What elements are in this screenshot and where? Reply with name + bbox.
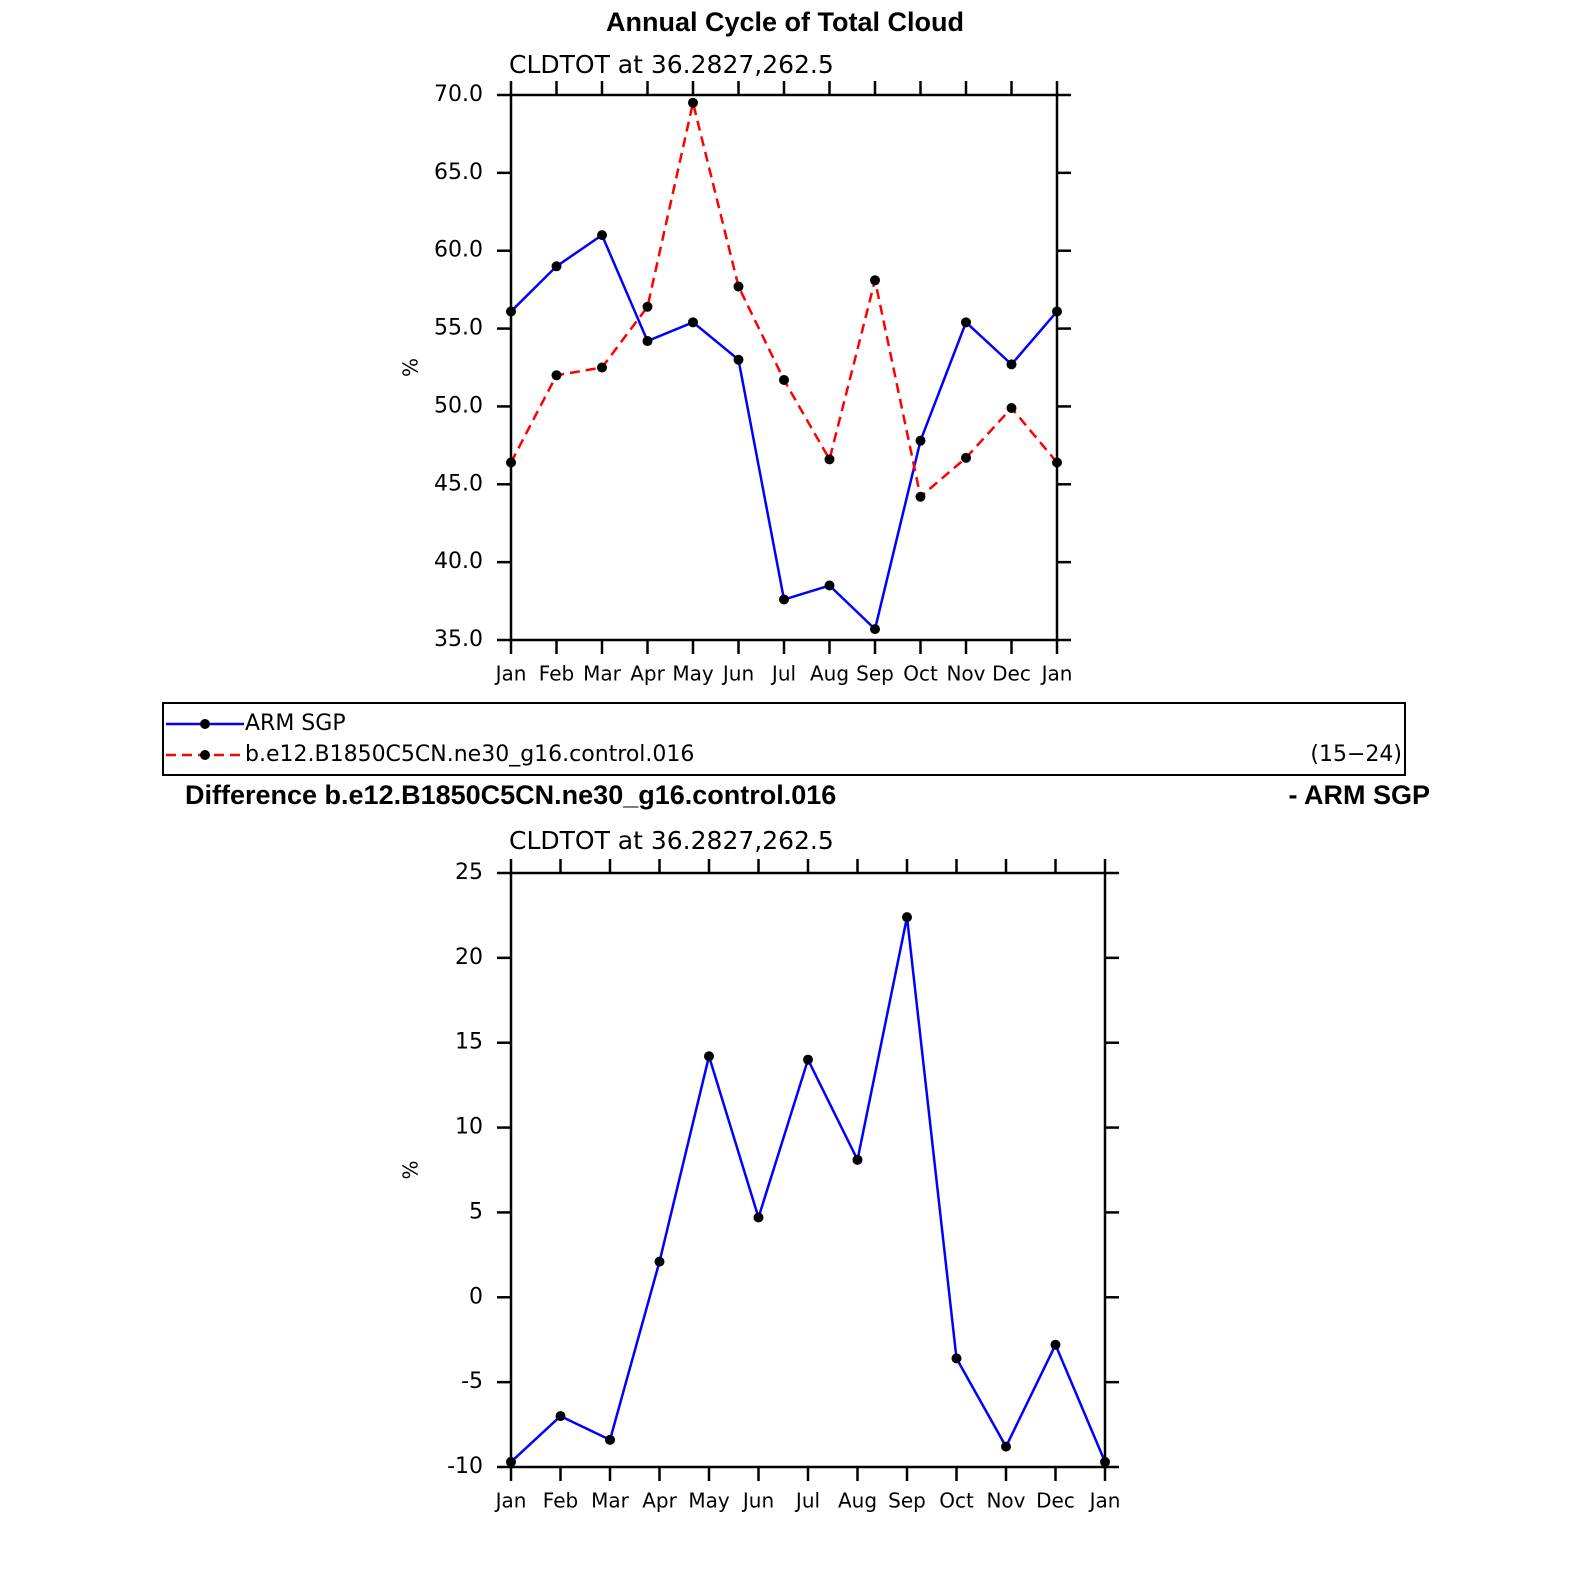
y-tick-label: 70.0 (434, 82, 483, 107)
x-tick-label: Nov (946, 662, 985, 686)
marker (961, 317, 971, 328)
marker (506, 1456, 516, 1467)
marker (642, 336, 653, 347)
y-tick-label: 60.0 (434, 238, 483, 263)
x-tick-label: Jan (494, 1489, 527, 1513)
x-tick-label: Sep (888, 1489, 926, 1513)
marker (1100, 1456, 1110, 1467)
x-tick-label: Mar (583, 662, 622, 686)
marker (824, 580, 835, 591)
marker (779, 374, 789, 385)
marker (551, 261, 562, 272)
y-tick-label: 20 (455, 945, 483, 970)
y-tick-label: 15 (455, 1030, 483, 1055)
x-tick-label: Jan (1088, 1489, 1121, 1513)
y-tick-label: 0 (469, 1284, 483, 1309)
marker (779, 594, 789, 605)
x-tick-label: Feb (539, 662, 574, 686)
legend-box (162, 702, 1406, 776)
x-tick-label: Apr (642, 1489, 677, 1513)
chart-subtitle: CLDTOT at 36.2827,262.5 (509, 826, 834, 855)
x-tick-label: Oct (903, 662, 938, 686)
marker (1006, 402, 1017, 413)
legend-label: ARM SGP (245, 711, 346, 736)
marker (1052, 306, 1062, 317)
marker (1050, 1339, 1061, 1350)
y-tick-label: -10 (447, 1454, 483, 1479)
chart-title: Annual Cycle of Total Cloud (606, 7, 964, 37)
x-tick-label: Aug (810, 662, 849, 686)
y-tick-label: 40.0 (434, 549, 483, 574)
x-tick-label: Jul (794, 1489, 820, 1513)
y-tick-label: 65.0 (434, 160, 483, 185)
marker (642, 301, 653, 312)
marker (506, 306, 516, 317)
y-tick-label: 45.0 (434, 471, 483, 496)
x-tick-label: May (672, 662, 714, 686)
x-tick-label: Sep (856, 662, 894, 686)
legend-note: (15−24) (1310, 742, 1402, 767)
y-tick-label: 35.0 (434, 627, 483, 652)
marker (902, 912, 912, 923)
marker (555, 1411, 566, 1422)
x-tick-label: Jul (770, 662, 796, 686)
marker (824, 454, 835, 465)
marker (870, 624, 880, 635)
y-axis-label: % (399, 1160, 423, 1179)
x-tick-label: Feb (543, 1489, 578, 1513)
x-tick-label: May (688, 1489, 730, 1513)
marker (915, 435, 926, 446)
marker (688, 97, 698, 108)
y-tick-label: 55.0 (434, 316, 483, 341)
x-tick-label: Jan (1040, 662, 1073, 686)
y-tick-label: 50.0 (434, 393, 483, 418)
marker (654, 1256, 665, 1267)
x-tick-label: Jan (494, 662, 527, 686)
marker (597, 362, 607, 373)
x-tick-label: Dec (1036, 1489, 1075, 1513)
marker (1006, 359, 1017, 370)
x-tick-label: Aug (838, 1489, 877, 1513)
y-tick-label: 5 (469, 1199, 483, 1224)
chart-title: Difference b.e12.B1850C5CN.ne30_g16.cont… (185, 780, 836, 810)
y-tick-label: -5 (461, 1369, 483, 1394)
y-axis-label: % (399, 358, 423, 377)
marker (704, 1051, 714, 1062)
x-tick-label: Mar (591, 1489, 630, 1513)
marker (753, 1212, 764, 1223)
x-tick-label: Jun (721, 662, 754, 686)
plot-frame (509, 871, 1107, 1469)
marker (915, 491, 926, 502)
x-tick-label: Oct (939, 1489, 974, 1513)
marker (870, 275, 880, 286)
marker (597, 230, 607, 241)
chart-title-right: - ARM SGP (1289, 780, 1431, 810)
marker (951, 1353, 962, 1364)
marker (506, 457, 516, 468)
marker (605, 1434, 615, 1445)
x-tick-label: Jun (741, 1489, 774, 1513)
legend-marker (200, 750, 210, 760)
marker (803, 1054, 813, 1065)
chart-subtitle: CLDTOT at 36.2827,262.5 (509, 50, 834, 79)
marker (551, 370, 562, 381)
marker (961, 452, 971, 463)
marker (1052, 457, 1062, 468)
marker (733, 354, 744, 365)
x-tick-label: Nov (986, 1489, 1025, 1513)
plot-frame (509, 93, 1059, 642)
marker (733, 281, 744, 292)
y-tick-label: 25 (455, 860, 483, 885)
legend-marker (200, 719, 210, 729)
x-tick-label: Dec (992, 662, 1031, 686)
x-tick-label: Apr (630, 662, 665, 686)
marker (688, 317, 698, 328)
y-tick-label: 10 (455, 1115, 483, 1140)
marker (1001, 1441, 1011, 1452)
marker (852, 1154, 863, 1165)
legend-label: b.e12.B1850C5CN.ne30_g16.control.016 (245, 742, 694, 767)
